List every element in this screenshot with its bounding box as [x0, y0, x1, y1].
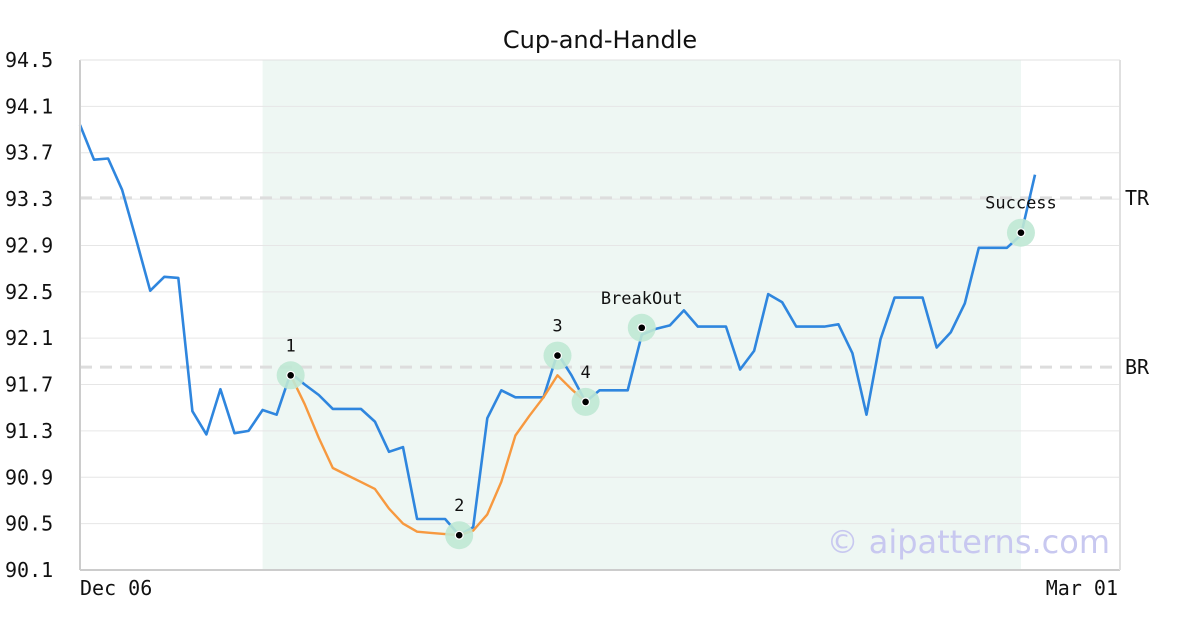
pivot-point	[582, 398, 589, 406]
pivot-point	[455, 531, 463, 539]
pivot-label: Success	[985, 194, 1057, 214]
pivot-point	[1017, 229, 1025, 237]
pivot-label: 1	[286, 336, 296, 356]
y-tick-label: 91.7	[5, 373, 53, 397]
y-tick-label: 93.7	[5, 141, 53, 165]
level-label-br: BR	[1125, 355, 1150, 379]
pivot-label: 4	[580, 363, 590, 383]
level-label-tr: TR	[1125, 186, 1150, 210]
y-tick-label: 90.1	[5, 558, 53, 582]
y-tick-label: 91.3	[5, 419, 53, 443]
y-tick-label: 90.9	[5, 465, 53, 489]
pivot-point	[287, 371, 294, 379]
pivot-point	[638, 324, 646, 332]
y-tick-label: 92.1	[5, 326, 53, 350]
y-tick-label: 94.5	[5, 48, 53, 72]
pivot-point	[554, 352, 561, 359]
x-tick-label: Dec 06	[80, 576, 152, 600]
pivot-label: BreakOut	[601, 289, 683, 309]
pivot-label: 3	[552, 317, 562, 337]
y-tick-label: 92.5	[5, 280, 53, 304]
chart-title: Cup-and-Handle	[503, 26, 697, 54]
watermark: © aipatterns.com	[827, 523, 1110, 561]
y-tick-label: 94.1	[5, 94, 53, 118]
cup-curve-line	[289, 374, 587, 537]
y-tick-label: 93.3	[5, 187, 53, 211]
x-tick-label: Mar 01	[1046, 576, 1118, 600]
y-tick-label: 92.9	[5, 233, 53, 257]
pivot-label: 2	[454, 496, 464, 516]
y-tick-label: 90.5	[5, 512, 53, 536]
